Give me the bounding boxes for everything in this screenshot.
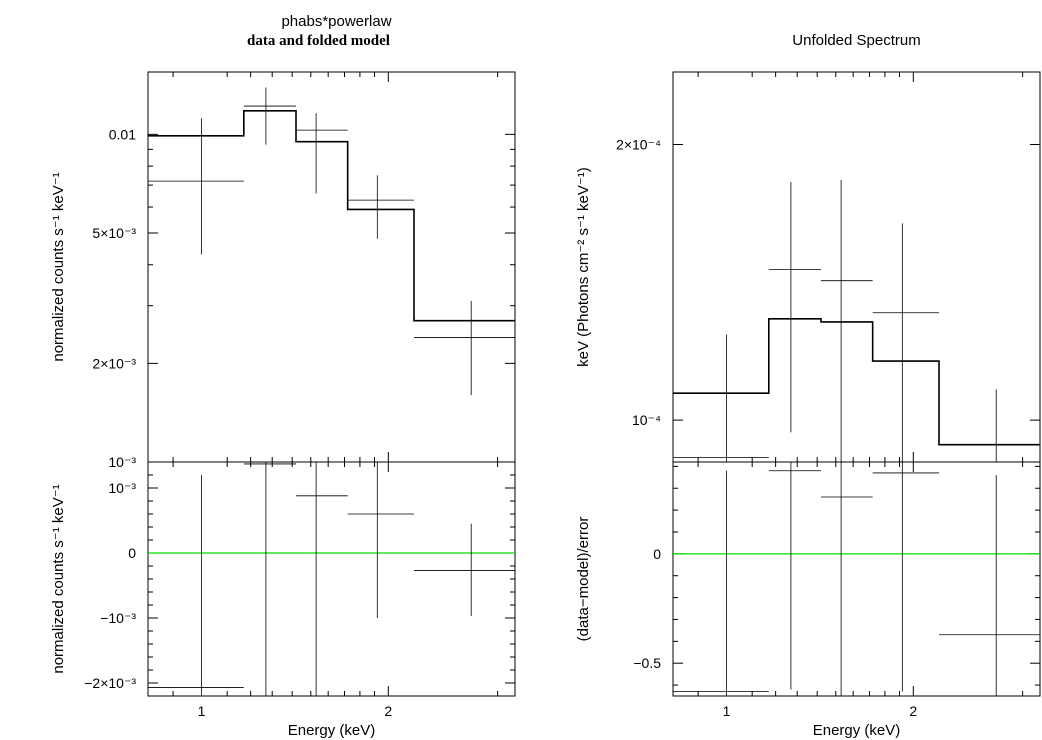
y-tick-label: 0.01 bbox=[109, 126, 136, 142]
data-layer bbox=[148, 87, 515, 396]
y-tick-label: 2×10⁻³ bbox=[92, 355, 136, 371]
y-axis-label: keV (Photons cm⁻² s⁻¹ keV⁻¹) bbox=[575, 167, 592, 367]
plot-frame bbox=[147, 461, 516, 697]
y-tick-label: −10⁻³ bbox=[100, 610, 136, 626]
y-tick-label: 0 bbox=[653, 546, 661, 562]
panel-3: 0 −0.5 1 2 Energy (keV) (data−model)/error bbox=[575, 461, 1041, 739]
panel-0: 0.01 5×10⁻³ 2×10⁻³ 10⁻³ normalized counts s⁻… bbox=[50, 13, 516, 470]
x-tick-label: 2 bbox=[384, 703, 392, 719]
panel-1: 10⁻³ 0 −10⁻³ −2×10⁻³ 1 2 Energy (keV) normalize… bbox=[50, 461, 516, 739]
panel-2: 2×10⁻⁴ 10⁻⁴ keV (Photons cm⁻² s⁻¹ keV⁻¹) Un… bbox=[575, 32, 1041, 463]
model-line bbox=[673, 318, 1040, 446]
x-tick-label: 1 bbox=[723, 703, 731, 719]
x-tick-label: 2 bbox=[909, 703, 917, 719]
y-tick-label: 2×10⁻⁴ bbox=[616, 136, 661, 152]
data-layer bbox=[673, 179, 1040, 462]
y-tick-label: 0 bbox=[128, 545, 136, 561]
chart-title: Unfolded Spectrum bbox=[792, 32, 920, 49]
y-tick-label: 5×10⁻³ bbox=[92, 225, 136, 241]
plot-frame bbox=[672, 71, 1041, 463]
plot-frame bbox=[672, 461, 1041, 697]
model-line bbox=[148, 110, 515, 322]
y-tick-label: −0.5 bbox=[633, 655, 661, 671]
y-axis-label: normalized counts s⁻¹ keV⁻¹ bbox=[50, 172, 67, 361]
y-tick-label: 10⁻³ bbox=[108, 480, 136, 496]
y-tick-label: 10⁻⁴ bbox=[632, 412, 661, 428]
data-layer bbox=[673, 462, 1040, 696]
y-axis-label: (data−model)/error bbox=[575, 517, 592, 642]
chart-subtitle: data and folded model bbox=[247, 33, 390, 49]
chart-title: phabs*powerlaw bbox=[281, 13, 391, 30]
data-layer bbox=[148, 462, 515, 696]
x-axis-label: Energy (keV) bbox=[813, 722, 901, 739]
y-tick-label: −2×10⁻³ bbox=[84, 675, 136, 691]
y-tick-label: 10⁻³ bbox=[108, 454, 136, 470]
x-tick-label: 1 bbox=[198, 703, 206, 719]
y-axis-label: normalized counts s⁻¹ keV⁻¹ bbox=[50, 484, 67, 673]
x-axis-label: Energy (keV) bbox=[288, 722, 376, 739]
